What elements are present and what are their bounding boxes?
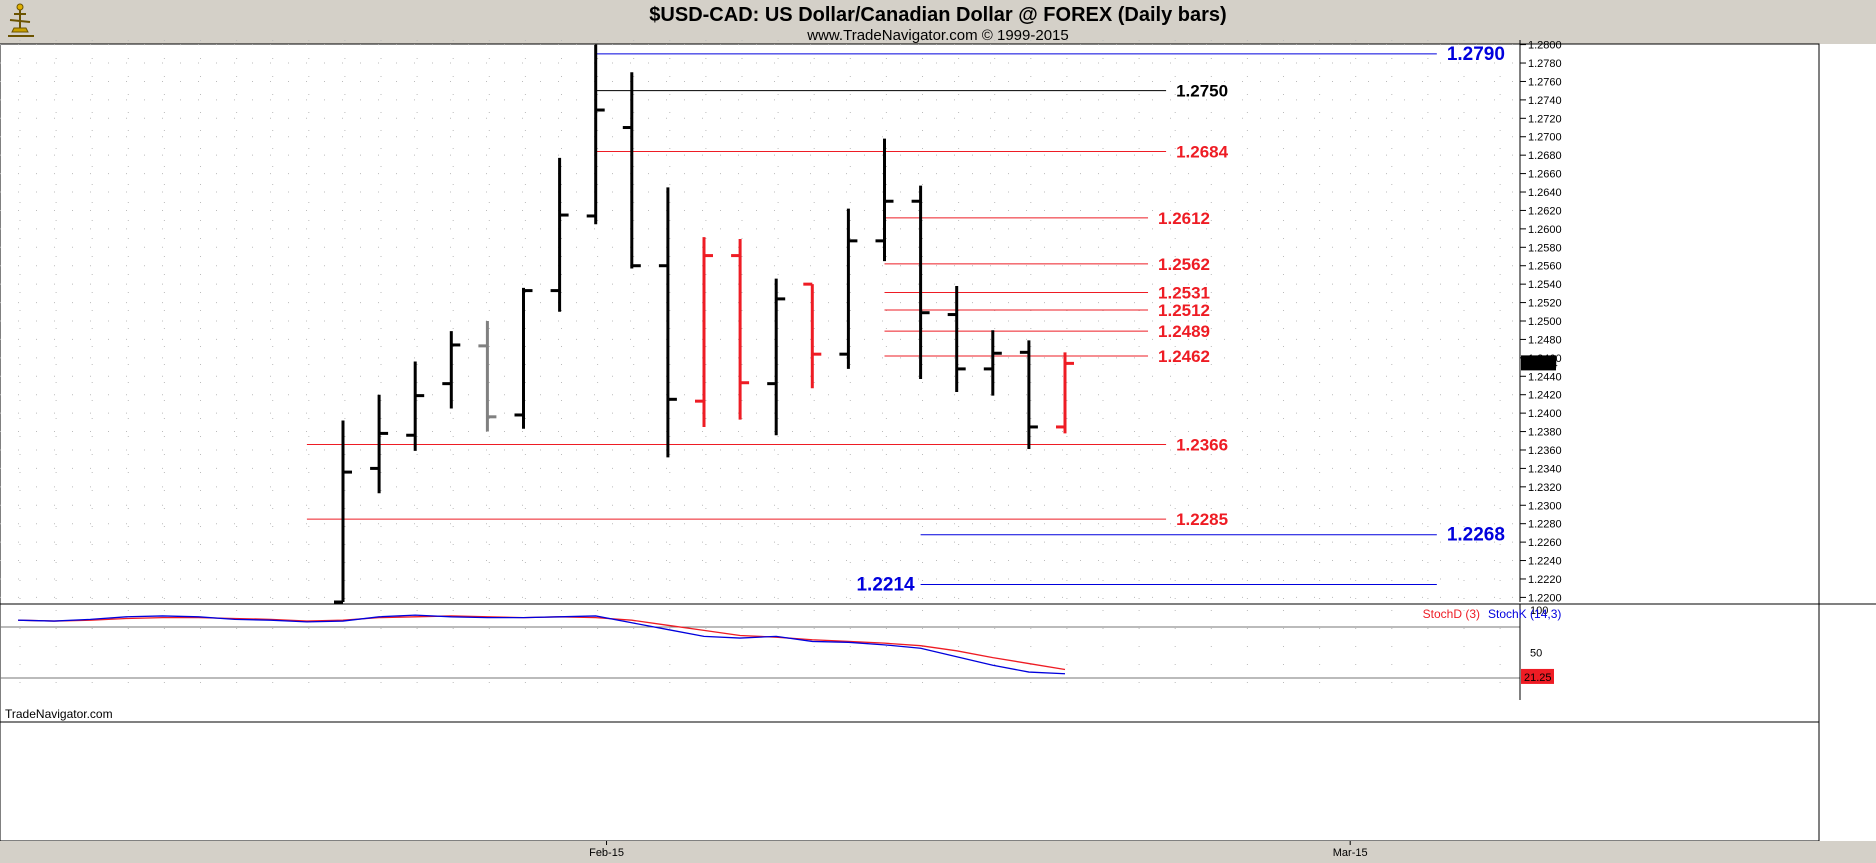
y-tick-label: 1.2700	[1528, 132, 1562, 144]
y-tick-label: 1.2640	[1528, 187, 1562, 199]
y-tick-label: 1.2540	[1528, 279, 1562, 291]
y-tick-label: 1.2680	[1528, 150, 1562, 162]
y-tick-label: 1.2800	[1528, 40, 1562, 52]
y-tick-label: 1.2240	[1528, 556, 1562, 568]
y-tick-label: 1.2580	[1528, 242, 1562, 254]
level-label: 1.2562	[1158, 255, 1210, 274]
level-label: 1.2684	[1176, 142, 1229, 161]
x-tick-label: Feb-15	[589, 847, 624, 859]
level-label: 1.2268	[1447, 525, 1505, 546]
y-tick-label: 1.2660	[1528, 169, 1562, 181]
y-tick-label: 1.2720	[1528, 113, 1562, 125]
y-tick-label: 1.2280	[1528, 519, 1562, 531]
y-tick-label: 1.2340	[1528, 463, 1562, 475]
header-background	[0, 0, 1876, 44]
y-tick-label: 1.2480	[1528, 334, 1562, 346]
y-axis-strip	[1819, 44, 1876, 841]
legend-stochk: StochK (14,3)	[1488, 607, 1561, 621]
stoch-y-axis: 100 50 21.25	[1519, 604, 1554, 700]
y-tick-label: 1.2780	[1528, 58, 1562, 70]
price-grid	[0, 40, 1520, 602]
y-tick-label: 1.2320	[1528, 482, 1562, 494]
stoch-legend: StochD (3) StochK (14,3)	[1423, 607, 1562, 621]
stoch-last-label: 21.25	[1524, 672, 1552, 684]
x-axis: Feb-15 Mar-15	[589, 841, 1368, 859]
x-tick-label: Mar-15	[1333, 847, 1368, 859]
level-label: 1.2512	[1158, 301, 1210, 320]
support-resistance-levels: 1.2790 1.2750 1.2684 1.2612 1.2562 1.25311.25…	[306, 44, 1505, 595]
y-tick-label: 1.2740	[1528, 95, 1562, 107]
y-tick-label: 1.2400	[1528, 408, 1562, 420]
x-axis-strip	[0, 841, 1876, 863]
chart-subtitle: www.TradeNavigator.com © 1999-2015	[806, 27, 1068, 44]
level-label: 1.2790	[1447, 44, 1505, 65]
legend-stochd: StochD (3)	[1423, 607, 1480, 621]
stoch-grid	[0, 610, 1520, 695]
level-label: 1.2462	[1158, 347, 1210, 366]
y-tick-label: 1.2360	[1528, 445, 1562, 457]
y-tick-label: 1.2560	[1528, 261, 1562, 273]
y-tick-label: 1.2200	[1528, 592, 1562, 604]
price-panel	[0, 43, 1820, 723]
level-label: 1.2285	[1176, 510, 1228, 529]
stoch-lines	[18, 614, 1066, 675]
y-tick-label: 1.2440	[1528, 371, 1562, 383]
level-label: 1.2531	[1158, 283, 1210, 302]
y-tick-label: 1.2260	[1528, 537, 1562, 549]
y-tick-label: 1.2220	[1528, 574, 1562, 586]
y-tick-label: 1.2600	[1528, 224, 1562, 236]
level-label: 1.2750	[1176, 82, 1228, 101]
level-label: 1.2489	[1158, 322, 1210, 341]
level-label: 1.2612	[1158, 209, 1210, 228]
last-price-box	[1521, 355, 1556, 371]
y-tick-label: 1.2760	[1528, 76, 1562, 88]
stoch-panel	[0, 721, 1820, 842]
level-label: 1.2366	[1176, 435, 1228, 454]
y-tick-label: 1.2520	[1528, 298, 1562, 310]
logo-icon[interactable]	[8, 3, 34, 37]
price-y-axis: 1.2800 1.2780 1.2760 1.2740 1.2720 1.2700 1.26…	[0, 40, 1876, 605]
stoch-series-line	[18, 614, 1066, 675]
stoch-y-tick-label: 50	[1530, 648, 1542, 660]
level-label: 1.2214	[856, 574, 915, 595]
y-tick-label: 1.2420	[1528, 390, 1562, 402]
last-price-label: 1.2454	[1524, 358, 1558, 370]
ohlc-bars	[334, 44, 1074, 604]
chart-title: $USD-CAD: US Dollar/Canadian Dollar @ FO…	[649, 4, 1226, 26]
y-tick-label: 1.2380	[1528, 427, 1562, 439]
stoch-last-box	[1521, 668, 1554, 684]
y-tick-label: 1.2300	[1528, 500, 1562, 512]
y-tick-label: 1.2500	[1528, 316, 1562, 328]
watermark: TradeNavigator.com	[5, 707, 113, 721]
y-tick-label: 1.2620	[1528, 205, 1562, 217]
stoch-y-tick-label: 100	[1530, 605, 1548, 617]
last-price-marker: 1.2454	[1521, 355, 1558, 371]
